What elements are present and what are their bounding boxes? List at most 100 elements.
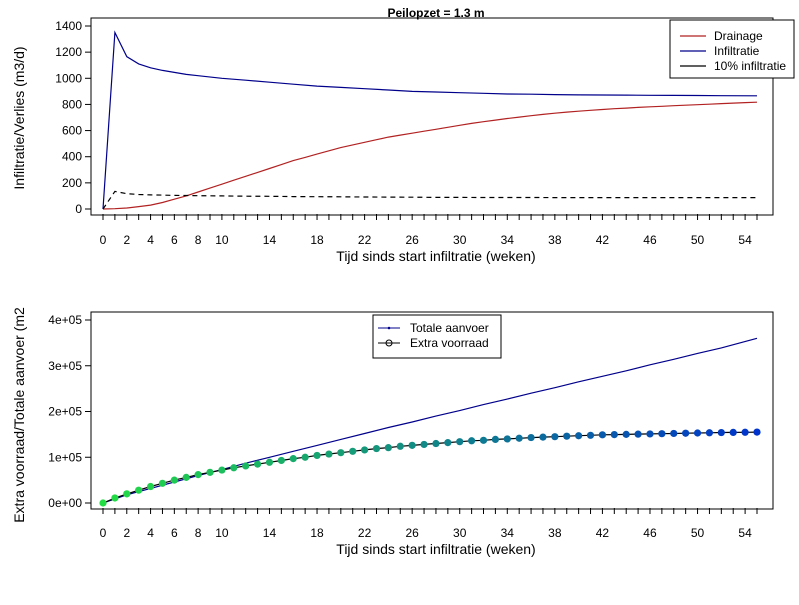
series-point-extra-voorraad (242, 462, 250, 470)
series-point-extra-voorraad (206, 468, 214, 476)
chart2-y-axis-title: Extra voorraad/Totale aanvoer (m2 (11, 307, 27, 523)
chart2-x-tick-label: 4 (147, 526, 154, 540)
series-point-extra-voorraad (265, 458, 274, 466)
chart1-y-axis-title: Infiltratie/Verlies (m3/d) (11, 46, 27, 189)
chart1-y-tick-label: 0 (75, 202, 82, 216)
series-point-extra-voorraad (658, 430, 666, 438)
legend-point-swatch (385, 339, 393, 347)
series-point-extra-voorraad (598, 431, 607, 439)
series-point-extra-voorraad (111, 494, 119, 502)
series-point-extra-voorraad (753, 428, 761, 436)
series-point-extra-voorraad (158, 479, 167, 487)
chart2-y-tick-label: 1e+05 (48, 450, 82, 464)
chart1-y-tick-label: 800 (62, 97, 82, 111)
chart1-title: Peilopzet = 1.3 m (387, 6, 484, 20)
series-point-extra-voorraad (361, 446, 369, 454)
chart2-x-tick-label: 22 (358, 526, 372, 540)
chart2-x-tick-label: 30 (453, 526, 467, 540)
series-point-extra-voorraad (230, 464, 238, 472)
series-point-extra-voorraad (551, 433, 559, 441)
chart2-y-tick-label: 3e+05 (48, 359, 82, 373)
chart1-x-tick-label: 46 (643, 233, 657, 247)
series-point-extra-voorraad (539, 433, 547, 441)
chart1-y-tick-label: 1200 (55, 45, 82, 59)
chart1-y-tick-label: 200 (62, 176, 82, 190)
series-point-extra-voorraad (527, 433, 535, 442)
series-point-extra-voorraad (444, 439, 452, 447)
series-point-extra-voorraad (135, 486, 143, 494)
chart1-x-axis-title: Tijd sinds start infiltratie (weken) (336, 248, 535, 264)
series-point-extra-voorraad (693, 429, 702, 437)
chart2-x-tick-label: 14 (263, 526, 277, 540)
chart2-x-tick-label: 26 (405, 526, 419, 540)
series-point-extra-voorraad (372, 444, 381, 453)
series-point-extra-voorraad (563, 432, 571, 440)
chart1-y-tick-label: 400 (62, 150, 82, 164)
chart2-x-tick-label: 6 (171, 526, 178, 540)
series-point-extra-voorraad (586, 431, 595, 439)
chart1-x-tick-label: 38 (548, 233, 562, 247)
series-line-totale-aanvoer (102, 337, 758, 504)
series-point-extra-voorraad (491, 435, 499, 444)
series-point-extra-voorraad (301, 453, 309, 461)
chart2-x-tick-label: 54 (738, 526, 752, 540)
series-point-extra-voorraad (610, 431, 618, 439)
chart1-x-tick-label: 4 (147, 233, 154, 247)
series-point-extra-voorraad (503, 435, 511, 443)
series-point-extra-voorraad (337, 449, 345, 457)
chart2-y-tick-label: 4e+05 (48, 313, 82, 327)
chart1-x-tick-label: 14 (263, 233, 277, 247)
series-line-drainage (102, 101, 758, 210)
series-point-extra-voorraad (194, 471, 202, 479)
chart2-legend-box (372, 314, 502, 359)
chart1-x-tick-label: 22 (358, 233, 372, 247)
series-point-extra-voorraad (313, 451, 321, 460)
series-line-infiltratie (102, 30, 758, 210)
series-point-extra-voorraad (515, 434, 523, 442)
chart1-x-tick-label: 34 (501, 233, 515, 247)
series-point-extra-voorraad (218, 466, 226, 474)
series-point-extra-voorraad (289, 455, 297, 463)
series-point-extra-voorraad (349, 447, 357, 455)
drainage-infiltration-chart: Peilopzet = 1.3 m 0 2 4 6 8 10 14 18 22 26 30 34 38 4… (11, 6, 795, 264)
chart1-x-tick-label: 26 (405, 233, 419, 247)
chart2-x-tick-label: 8 (195, 526, 202, 540)
chart1-y-tick-label: 1400 (55, 19, 82, 33)
chart2-x-tick-label: 50 (691, 526, 705, 540)
series-point-extra-voorraad (741, 428, 749, 436)
chart1-x-tick-label: 42 (596, 233, 610, 247)
series-point-extra-voorraad (646, 430, 654, 438)
series-line-extra-voorraad (102, 431, 758, 504)
legend-point-swatch (387, 326, 391, 330)
series-point-extra-voorraad (99, 499, 107, 507)
series-point-extra-voorraad (729, 428, 737, 437)
series-point-extra-voorraad (468, 437, 476, 445)
series-point-extra-voorraad (717, 428, 725, 437)
chart2-x-tick-label: 18 (310, 526, 324, 540)
chart1-x-tick-label: 50 (691, 233, 705, 247)
series-point-extra-voorraad (705, 429, 714, 437)
legend-label: Drainage (714, 29, 763, 43)
chart2-x-tick-label: 34 (501, 526, 515, 540)
series-point-extra-voorraad (622, 430, 630, 438)
chart2-plot-frame (90, 311, 774, 510)
series-point-extra-voorraad (384, 444, 392, 452)
chart2-x-tick-label: 42 (596, 526, 610, 540)
series-line-10-infiltratie (102, 190, 757, 210)
chart2-y-tick-label: 2e+05 (48, 405, 82, 419)
series-point-extra-voorraad (420, 440, 428, 449)
chart2-x-tick-label: 2 (123, 526, 130, 540)
chart1-x-tick-label: 30 (453, 233, 467, 247)
series-point-extra-voorraad (253, 460, 262, 468)
chart1-x-tick-label: 6 (171, 233, 178, 247)
legend-label: 10% infiltratie (714, 59, 786, 73)
series-point-extra-voorraad (123, 490, 131, 498)
series-point-extra-voorraad (670, 429, 678, 438)
series-point-extra-voorraad (277, 456, 285, 465)
chart1-x-tick-label: 2 (123, 233, 130, 247)
series-point-extra-voorraad (432, 439, 440, 448)
series-point-extra-voorraad (170, 476, 178, 484)
chart2-y-tick-label: 0e+00 (48, 496, 82, 510)
series-point-extra-voorraad (408, 441, 416, 449)
